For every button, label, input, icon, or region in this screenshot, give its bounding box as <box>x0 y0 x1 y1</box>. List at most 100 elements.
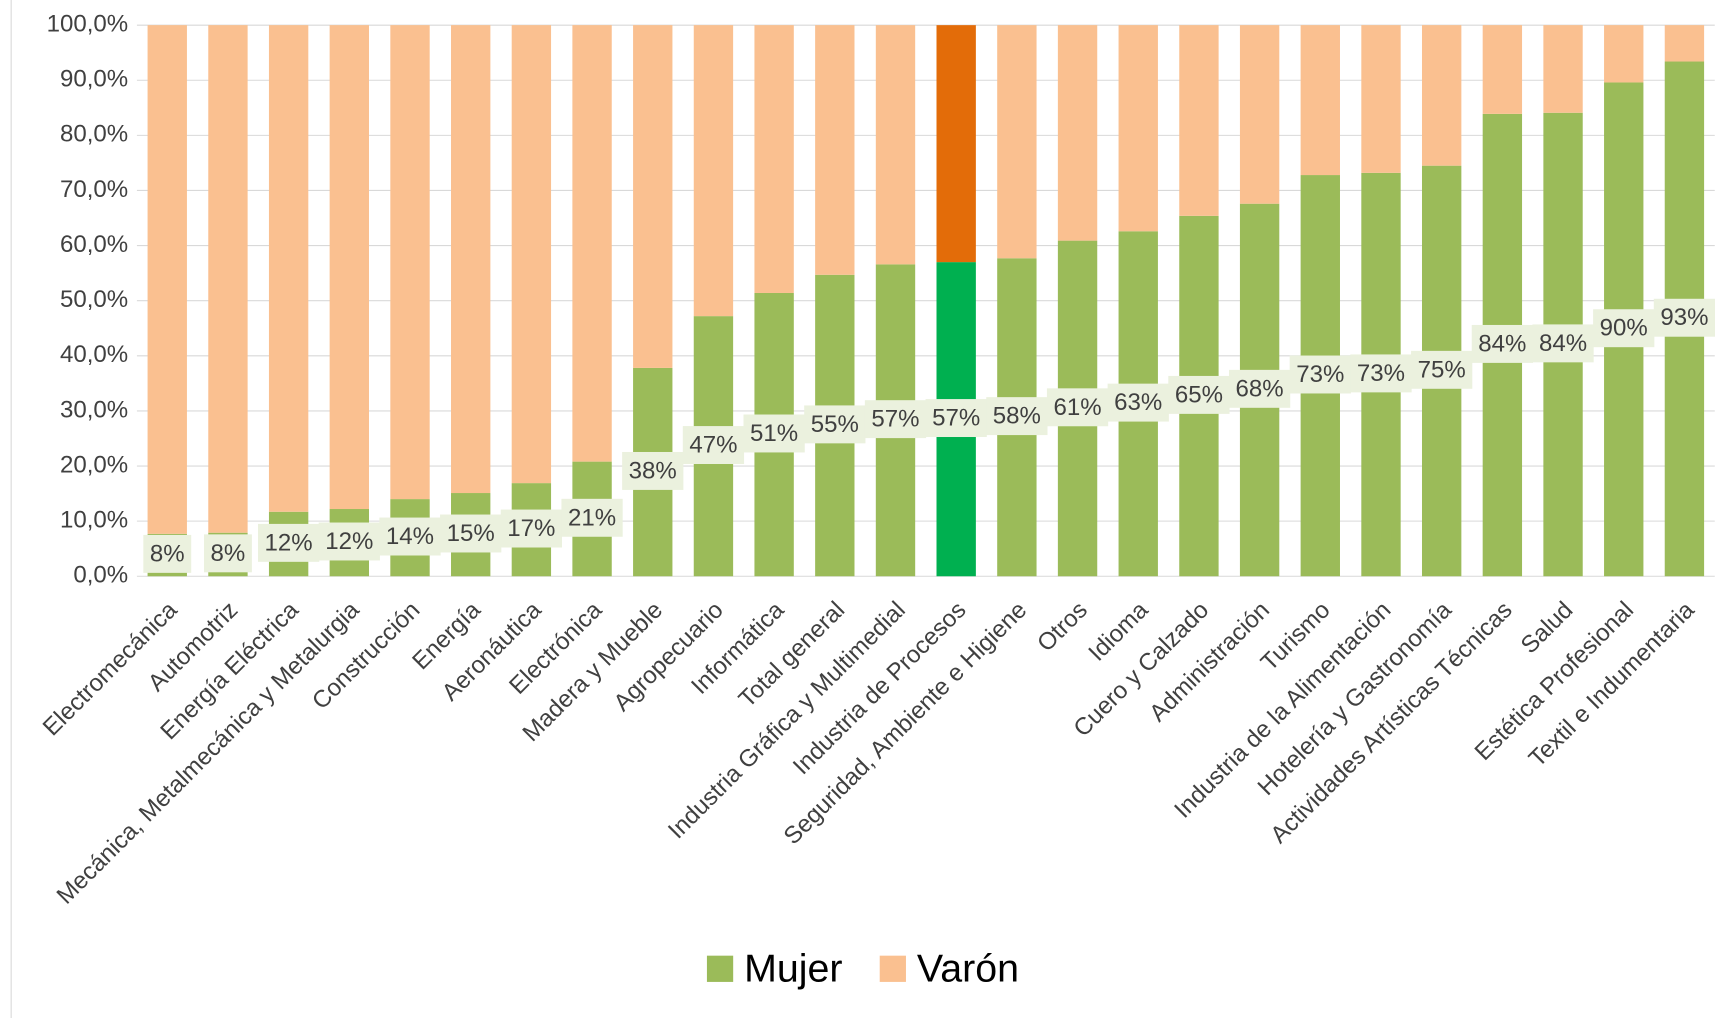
y-tick-label: 30,0% <box>60 396 128 423</box>
data-label: 63% <box>1107 383 1169 422</box>
data-label: 65% <box>1168 375 1230 414</box>
y-tick-label: 90,0% <box>60 66 128 93</box>
data-label: 47% <box>682 426 745 465</box>
data-label-text: 14% <box>386 523 434 550</box>
bar-segment <box>936 25 976 263</box>
data-label-bg <box>1471 324 1533 363</box>
data-label: 68% <box>1228 369 1291 408</box>
data-label-text: 84% <box>1478 330 1526 357</box>
y-tick-label: 100,0% <box>47 11 129 38</box>
y-tick-label: 70,0% <box>60 176 128 203</box>
data-label-bg <box>1168 375 1230 414</box>
bar-segment <box>1482 25 1523 114</box>
data-label-text: 51% <box>750 420 798 447</box>
bar-segment <box>268 25 309 512</box>
data-label-text: 17% <box>507 515 555 542</box>
bar-segment <box>1604 25 1644 83</box>
data-label: 21% <box>561 498 623 537</box>
data-label-text: 73% <box>1296 361 1344 388</box>
bar-segment <box>329 25 370 510</box>
data-label: 14% <box>379 517 441 556</box>
data-label: 73% <box>1289 355 1351 394</box>
legend-swatch <box>706 955 734 982</box>
data-label: 15% <box>440 514 502 553</box>
data-label-bg <box>1350 354 1412 393</box>
data-label-text: 73% <box>1357 360 1405 387</box>
data-label-text: 15% <box>447 520 495 547</box>
data-label-bg <box>743 414 805 453</box>
data-label: 73% <box>1350 354 1412 393</box>
data-label-text: 63% <box>1114 389 1162 416</box>
data-label-bg <box>804 405 866 444</box>
data-label-bg <box>1532 324 1594 363</box>
data-label-text: 12% <box>325 528 373 555</box>
data-label-bg <box>925 399 987 438</box>
data-label-bg <box>440 514 502 553</box>
data-label-bg <box>318 522 380 561</box>
bar-segment <box>633 25 673 368</box>
data-label: 55% <box>804 405 866 444</box>
data-label-bg <box>379 517 441 556</box>
data-label: 17% <box>500 509 563 548</box>
data-label: 57% <box>864 400 927 439</box>
data-label-bg <box>561 498 623 537</box>
bar-segment <box>693 25 734 317</box>
data-label-text: 57% <box>871 406 919 433</box>
data-label-text: 75% <box>1418 356 1466 383</box>
data-label: 8% <box>143 534 192 573</box>
data-label: 75% <box>1411 350 1473 389</box>
data-label-bg <box>1228 369 1291 408</box>
data-label-text: 61% <box>1053 394 1101 421</box>
bar-segment <box>1543 25 1583 113</box>
bar-segment <box>1239 25 1280 204</box>
data-label-bg <box>500 509 563 548</box>
data-label: 8% <box>204 534 252 573</box>
data-label: 93% <box>1653 298 1715 337</box>
bar-segment <box>1664 25 1705 62</box>
legend-label: Varón <box>917 946 1019 990</box>
data-label-text: 93% <box>1660 304 1708 331</box>
bar-segment <box>875 25 916 265</box>
data-label-text: 65% <box>1175 381 1223 408</box>
data-label: 38% <box>622 451 684 490</box>
data-label-text: 57% <box>932 405 980 432</box>
bar-segment <box>147 25 187 534</box>
y-tick-label: 80,0% <box>60 121 128 148</box>
data-label-bg <box>1107 383 1169 422</box>
data-label-bg <box>682 426 745 465</box>
legend-swatch <box>879 955 906 982</box>
data-label-bg <box>204 534 252 573</box>
data-label-bg <box>622 451 684 490</box>
legend-label: Mujer <box>744 946 842 990</box>
data-label-bg <box>1046 388 1109 427</box>
data-label-bg <box>258 523 320 562</box>
data-label-text: 90% <box>1600 315 1648 342</box>
y-tick-label: 50,0% <box>60 286 128 313</box>
data-label-text: 38% <box>629 457 677 484</box>
data-label: 90% <box>1593 309 1655 348</box>
data-label: 61% <box>1046 388 1109 427</box>
bar-segment <box>1118 25 1158 232</box>
bar-segment <box>997 25 1037 259</box>
y-tick-label: 40,0% <box>60 341 128 368</box>
data-label-bg <box>1289 355 1351 394</box>
bar-segment <box>1057 25 1098 241</box>
data-label-bg <box>1411 350 1473 389</box>
data-label-bg <box>986 397 1048 436</box>
bar-segment <box>754 25 794 293</box>
data-label: 12% <box>258 523 320 562</box>
bar-segment <box>451 25 491 494</box>
y-tick-label: 10,0% <box>60 506 128 533</box>
data-label-text: 55% <box>811 411 859 438</box>
data-label-text: 84% <box>1539 330 1587 357</box>
bar-segment <box>1179 25 1219 216</box>
y-tick-label: 60,0% <box>60 231 128 258</box>
data-label: 58% <box>986 397 1048 436</box>
data-label-text: 12% <box>265 529 313 556</box>
data-label: 84% <box>1471 324 1533 363</box>
data-label-text: 68% <box>1236 375 1284 402</box>
bar-segment <box>1421 25 1462 166</box>
data-label-bg <box>1593 309 1655 348</box>
data-label-bg <box>864 400 927 439</box>
